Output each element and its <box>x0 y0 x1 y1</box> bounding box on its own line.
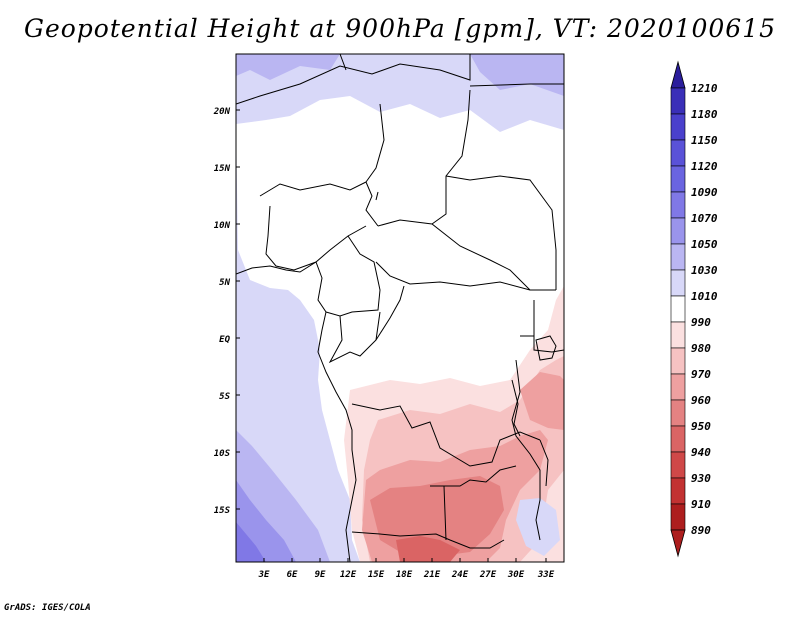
lon-label: 33E <box>537 570 555 580</box>
field-northeast-1050 <box>470 54 564 96</box>
lon-label: 24E <box>451 570 469 580</box>
border-east-lake-victoria <box>535 335 557 361</box>
colorbar-cell <box>670 269 686 297</box>
colorbar-label: 960 <box>691 394 711 407</box>
border-lines <box>236 54 564 562</box>
colorbar-label: 1070 <box>691 212 718 225</box>
border-central-africa <box>377 219 556 291</box>
coastline-west-africa <box>236 261 357 562</box>
colorbar-cell <box>670 399 686 427</box>
border-chad-east <box>431 89 471 225</box>
colorbar-label: 890 <box>691 524 711 537</box>
colorbar-cell <box>670 295 686 323</box>
lat-label: 5S <box>219 392 230 402</box>
colorbar-cell <box>670 191 686 219</box>
colorbar-label: 1150 <box>691 134 718 147</box>
field-west-1030 <box>236 124 360 562</box>
colorbar-label: 1180 <box>691 108 718 121</box>
colorbar-label: 1010 <box>691 290 718 303</box>
lat-label: 15S <box>214 506 231 516</box>
border-sahara-1 <box>236 54 471 105</box>
border-car-south <box>375 261 531 291</box>
colorbar-label: 950 <box>691 420 711 433</box>
border-lake-tanganyika <box>511 379 521 437</box>
field-east-960 <box>520 372 564 430</box>
lat-label: 5N <box>219 278 230 288</box>
colorbar-label: 1210 <box>691 82 718 95</box>
colorbar-cell <box>670 347 686 375</box>
lon-label: 21E <box>423 570 441 580</box>
colorbar-label: 990 <box>691 316 711 329</box>
lat-label: 15N <box>214 164 231 174</box>
colorbar-cell <box>670 87 686 115</box>
lon-label: 27E <box>479 570 497 580</box>
lat-label: 10N <box>214 221 231 231</box>
colorbar-cell <box>670 243 686 271</box>
colorbar-label: 910 <box>691 498 711 511</box>
colorbar-cell <box>670 321 686 349</box>
colorbar-label: 930 <box>691 472 711 485</box>
colorbar-cell <box>670 113 686 141</box>
border-sahara-3 <box>469 83 564 87</box>
border-angola-south <box>351 531 505 549</box>
colorbar-bottom-arrow <box>670 529 686 558</box>
lat-label: EQ <box>219 335 230 345</box>
border-sudan <box>445 175 557 290</box>
border-cameroon <box>325 235 381 317</box>
lon-label: 30E <box>507 570 525 580</box>
colorbar-legend: 1210 1180 1150 1120 1090 1070 1050 1030 1010 990 9… <box>670 60 718 558</box>
field-south-940 <box>396 536 460 562</box>
border-drc-west <box>375 285 405 341</box>
border-nigeria-east <box>265 205 367 271</box>
lat-label: 10S <box>214 449 231 459</box>
height-field <box>236 54 564 562</box>
lon-axis: 3E 6E 9E 12E 15E 18E 21E 24E 27E 30E 33E <box>258 558 555 580</box>
lon-label: 18E <box>396 570 413 580</box>
border-sahara-2 <box>339 54 347 71</box>
lon-label: 6E <box>287 570 298 580</box>
border-botswana <box>430 485 447 541</box>
colorbar-cell <box>670 139 686 167</box>
colorbar-top-arrow <box>670 60 686 89</box>
border-niger-nigeria <box>259 181 367 197</box>
colorbar-label: 970 <box>691 368 711 381</box>
border-lake-malawi <box>539 439 549 487</box>
colorbar-cell <box>670 425 686 453</box>
colorbar-label: 1090 <box>691 186 718 199</box>
colorbar-cell <box>670 373 686 401</box>
colorbar-cell <box>670 451 686 479</box>
border-zambia <box>440 465 517 487</box>
colorbar-cell <box>670 217 686 245</box>
field-southeast-1030 <box>516 498 560 556</box>
field-north-1050 <box>236 54 340 80</box>
field-southwest-1090 <box>236 522 266 562</box>
colorbar-label: 1030 <box>691 264 718 277</box>
border-nile <box>375 191 379 201</box>
colorbar-cell <box>670 477 686 505</box>
chart-title: Geopotential Height at 900hPa [gpm], VT:… <box>23 14 777 43</box>
colorbar-label: 940 <box>691 446 711 459</box>
map-frame <box>235 53 565 563</box>
lat-axis: 20N 15N 10N 5N EQ 5S 10S 15S <box>213 107 240 516</box>
lon-label: 15E <box>368 570 385 580</box>
lon-label: 3E <box>258 570 270 580</box>
lon-label: 9E <box>315 570 326 580</box>
border-drc-south <box>351 403 541 467</box>
border-east-2 <box>533 300 564 353</box>
colorbar-label: 1120 <box>691 160 718 173</box>
grads-credit: GrADS: IGES/COLA <box>4 603 91 613</box>
colorbar-label: 1050 <box>691 238 718 251</box>
colorbar-cell <box>670 165 686 193</box>
lat-label: 20N <box>213 107 231 117</box>
lon-label: 12E <box>340 570 357 580</box>
colorbar-cell <box>670 503 686 531</box>
colorbar-label: 980 <box>691 342 711 355</box>
